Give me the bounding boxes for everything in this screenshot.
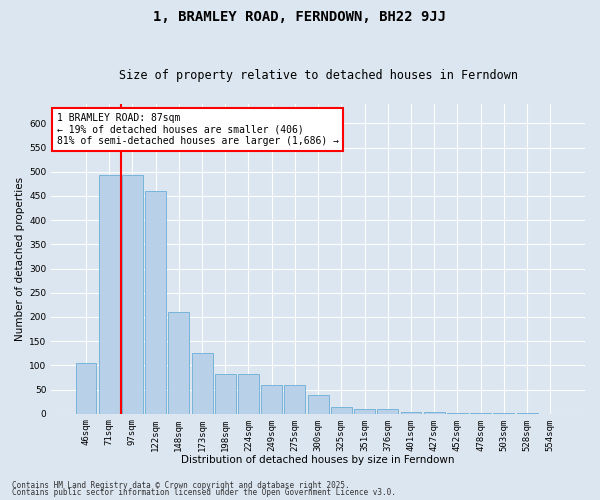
Bar <box>447 413 468 414</box>
Bar <box>354 409 375 414</box>
Bar <box>377 409 398 414</box>
Text: 1 BRAMLEY ROAD: 87sqm
← 19% of detached houses are smaller (406)
81% of semi-det: 1 BRAMLEY ROAD: 87sqm ← 19% of detached … <box>56 114 338 146</box>
Bar <box>169 312 189 414</box>
Bar <box>238 374 259 414</box>
Bar <box>99 175 119 414</box>
Bar <box>284 384 305 414</box>
Bar <box>191 353 212 414</box>
Bar <box>261 384 282 414</box>
Bar <box>308 396 329 413</box>
Bar <box>424 412 445 414</box>
Bar <box>145 191 166 414</box>
Title: Size of property relative to detached houses in Ferndown: Size of property relative to detached ho… <box>119 69 518 82</box>
Bar <box>401 412 421 414</box>
Bar <box>122 175 143 414</box>
Y-axis label: Number of detached properties: Number of detached properties <box>15 177 25 341</box>
Text: Contains public sector information licensed under the Open Government Licence v3: Contains public sector information licen… <box>12 488 396 497</box>
Bar <box>76 363 97 414</box>
Text: Contains HM Land Registry data © Crown copyright and database right 2025.: Contains HM Land Registry data © Crown c… <box>12 480 350 490</box>
Text: 1, BRAMLEY ROAD, FERNDOWN, BH22 9JJ: 1, BRAMLEY ROAD, FERNDOWN, BH22 9JJ <box>154 10 446 24</box>
Bar <box>331 408 352 414</box>
X-axis label: Distribution of detached houses by size in Ferndown: Distribution of detached houses by size … <box>181 455 455 465</box>
Bar <box>215 374 236 414</box>
